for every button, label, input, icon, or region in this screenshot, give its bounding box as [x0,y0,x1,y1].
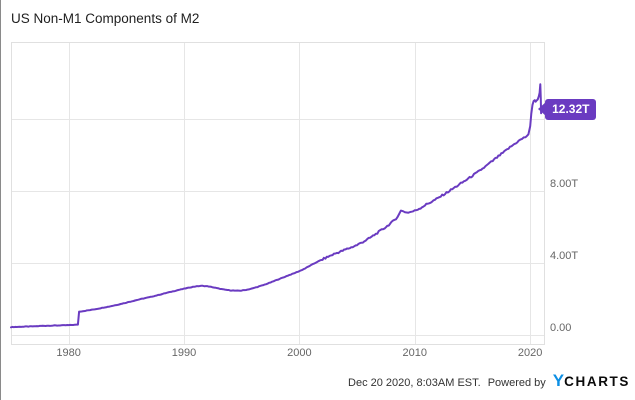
y-tick-label: 0.00 [550,322,572,334]
x-tick-label: 1990 [171,347,197,359]
x-tick-label: 2010 [402,347,428,359]
chart-footer: Dec 20 2020, 8:03AM EST. Powered by Y CHA… [348,372,630,389]
ycharts-logo[interactable]: Y CHARTS [553,372,630,389]
badge-value: 12.32T [552,101,590,116]
ycharts-logo-charts: CHARTS [564,374,630,389]
data-line [10,83,543,329]
y-tick-label: 8.00T [550,178,579,190]
x-tick-label: 2020 [517,347,543,359]
timestamp: Dec 20 2020, 8:03AM EST. [348,377,481,389]
badge-arrow-icon [538,102,547,117]
y-tick-label: 4.00T [550,250,579,262]
ycharts-logo-y: Y [552,371,565,390]
last-value-badge: 12.32T [538,98,597,120]
x-tick-label: 1980 [56,347,81,359]
chart-title: US Non-M1 Components of M2 [11,11,200,26]
plot-border [11,42,545,345]
x-tick-label: 2000 [287,347,312,359]
powered-by-label: Powered by [487,377,546,389]
